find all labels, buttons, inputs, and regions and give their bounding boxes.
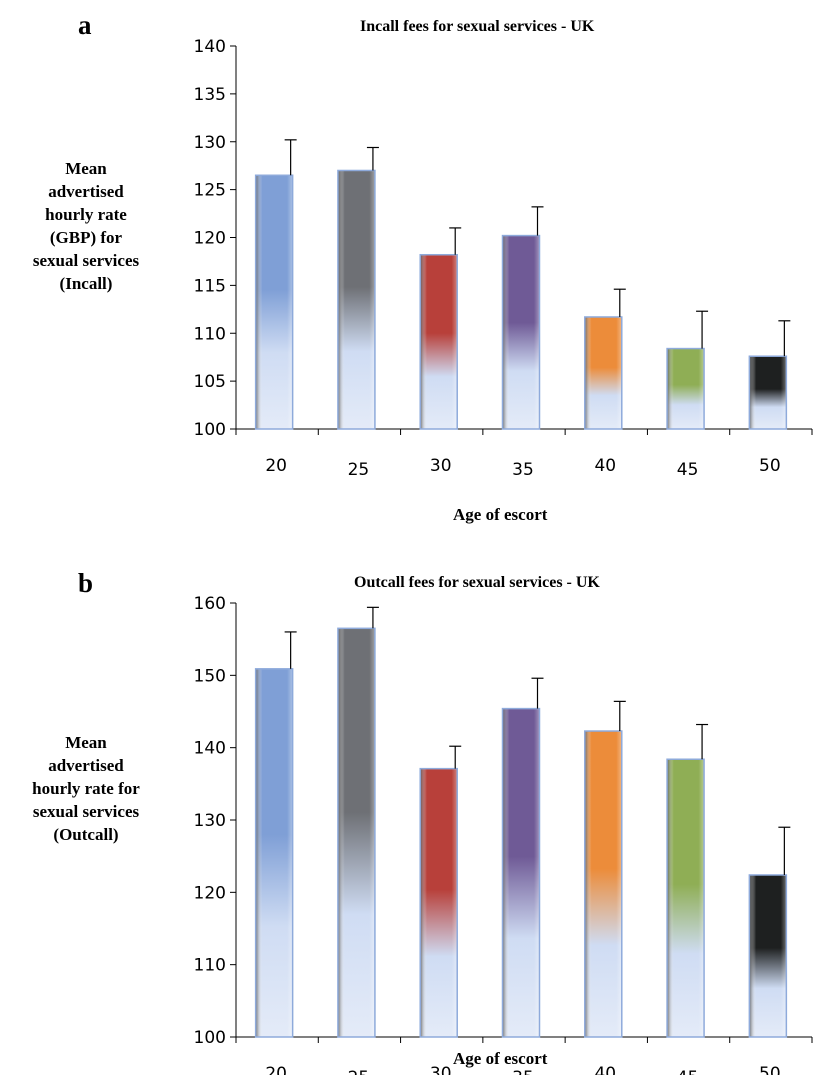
y-axis-label-line: hourly rate for: [32, 779, 140, 798]
y-tick-label: 100: [194, 420, 226, 440]
chart-title-b: Outcall fees for sexual services - UK: [354, 574, 600, 591]
bar-50: [748, 355, 788, 430]
y-tick-label: 135: [194, 85, 226, 105]
bar-shade: [666, 347, 705, 430]
y-axis-label-line: advertised: [48, 182, 124, 201]
y-tick-label: 105: [194, 372, 226, 392]
y-axis-label-a: Mean advertised hourly rate (GBP) for se…: [0, 157, 172, 295]
bar-35: [501, 234, 541, 430]
x-tick-label: 45: [677, 1068, 699, 1075]
panel-letter-a: a: [78, 10, 92, 40]
y-tick-label: 125: [194, 181, 226, 201]
bar-shade: [254, 174, 294, 430]
bar-shade: [748, 355, 788, 430]
bar-shade: [337, 627, 376, 1038]
x-tick-label: 45: [677, 460, 699, 480]
y-axis-label-line: Mean: [65, 733, 107, 752]
bar-shade: [584, 316, 623, 430]
bar-shade: [501, 234, 541, 430]
y-axis-label-line: (GBP) for: [49, 228, 123, 247]
y-axis-label-line: sexual services: [32, 802, 140, 821]
bar-25: [337, 627, 376, 1038]
bar-shade: [666, 758, 705, 1038]
panel-letter-b: b: [78, 568, 94, 598]
x-tick-label: 25: [348, 1068, 370, 1075]
y-tick-label: 140: [194, 37, 226, 57]
y-axis-label-line: (Outcall): [53, 825, 119, 844]
bar-shade: [748, 874, 788, 1038]
plot-area-b: 100 110 120 130 140 150 160 20 25 30 35 40 45 50: [194, 594, 813, 1075]
x-axis-label-a: Age of escort: [453, 505, 548, 524]
y-tick-label: 160: [194, 594, 226, 614]
bar-shade: [254, 668, 294, 1038]
y-tick-label: 115: [194, 276, 226, 296]
x-tick-label: 20: [265, 1064, 287, 1075]
plot-area-a: 100 105 110 115 120 125 130 135 140 20 25 30 35 40 45 5…: [194, 37, 813, 480]
bar-shade: [584, 730, 623, 1038]
y-axis-label-line: (Incall): [59, 274, 113, 293]
bar-45: [666, 758, 705, 1038]
y-tick-label: 120: [194, 229, 226, 249]
y-tick-label: 110: [194, 324, 226, 344]
bar-25: [337, 169, 376, 430]
x-tick-label: 35: [512, 460, 534, 480]
bar-30: [419, 253, 458, 430]
x-tick-label: 30: [430, 456, 452, 476]
y-tick-label: 150: [194, 666, 226, 686]
y-axis-label-b: Mean advertised hourly rate for sexual s…: [0, 731, 172, 846]
y-axis-label-line: advertised: [48, 756, 124, 775]
bar-shade: [337, 169, 376, 430]
chart-panel-a: a Incall fees for sexual services - UK M…: [0, 10, 813, 524]
y-axis-label-line: Mean: [65, 159, 107, 178]
bar-35: [501, 707, 541, 1038]
y-tick-label: 130: [194, 133, 226, 153]
x-tick-label: 40: [594, 456, 616, 476]
bar-40: [584, 730, 623, 1038]
x-tick-label: 20: [265, 456, 287, 476]
bar-20: [254, 668, 294, 1038]
bar-20: [254, 174, 294, 430]
bar-30: [419, 767, 458, 1038]
bar-40: [584, 316, 623, 430]
y-tick-label: 120: [194, 883, 226, 903]
bar-shade: [419, 767, 458, 1038]
y-tick-label: 140: [194, 739, 226, 759]
bar-shade: [501, 707, 541, 1038]
bar-45: [666, 347, 705, 430]
bar-shade: [419, 253, 458, 430]
y-tick-label: 110: [194, 956, 226, 976]
x-tick-label: 35: [512, 1068, 534, 1075]
x-tick-label: 50: [759, 456, 781, 476]
chart-panel-b: b Outcall fees for sexual services - UK …: [0, 560, 835, 1075]
x-tick-label: 40: [594, 1064, 616, 1075]
y-tick-label: 130: [194, 811, 226, 831]
x-tick-label: 30: [430, 1064, 452, 1075]
chart-title-a: Incall fees for sexual services - UK: [360, 18, 595, 35]
x-tick-label: 50: [759, 1064, 781, 1075]
y-axis-label-line: hourly rate: [45, 205, 127, 224]
bar-50: [748, 874, 788, 1038]
y-axis-label-line: sexual services: [32, 251, 140, 270]
y-tick-label: 100: [194, 1028, 226, 1048]
x-tick-label: 25: [348, 460, 370, 480]
x-axis-label-b: Age of escort: [453, 1049, 548, 1068]
